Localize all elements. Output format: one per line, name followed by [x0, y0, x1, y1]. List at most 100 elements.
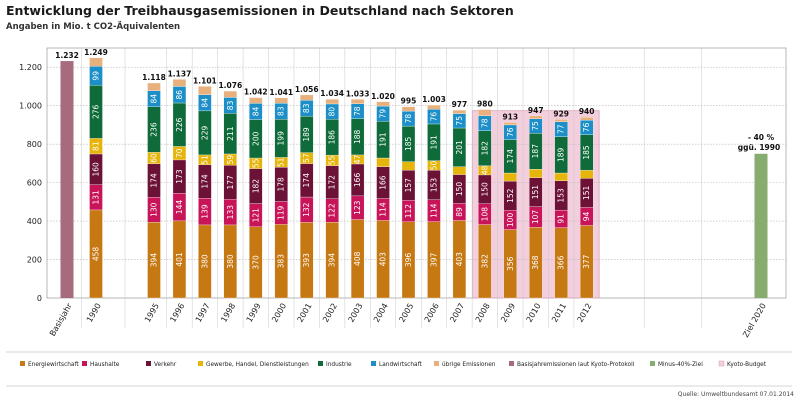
legend-swatch: [650, 361, 655, 366]
segment-value-label: 393: [302, 253, 311, 268]
x-tick-label-basisjahr: Basisjahr: [48, 301, 74, 338]
segment-value-label: 100: [506, 213, 515, 228]
bar-segment--brige-emissionen-2004: [376, 101, 390, 107]
segment-value-label: 186: [328, 130, 337, 145]
ziel-annotation: ggü. 1990: [738, 143, 780, 152]
bar-segment--brige-emissionen-2012: [580, 117, 594, 121]
y-tick-label: 0: [37, 294, 42, 303]
total-label-2010: 947: [528, 106, 544, 115]
x-tick-label-2009: 2009: [499, 302, 517, 324]
segment-value-label: 47: [353, 154, 362, 164]
segment-value-label: 151: [582, 186, 591, 201]
total-label-2009: 913: [502, 112, 518, 121]
segment-value-label: 144: [175, 200, 184, 215]
segment-value-label: 48: [480, 165, 489, 175]
segment-value-label: 174: [200, 174, 209, 189]
x-tick-label-2008: 2008: [474, 302, 492, 324]
segment-value-label: 185: [582, 145, 591, 160]
legend-swatch: [434, 361, 439, 366]
segment-value-label: 112: [404, 204, 413, 219]
segment-value-label: 182: [251, 179, 260, 194]
ziel-annotation: - 40 %: [748, 133, 775, 142]
legend-swatch: [718, 360, 725, 367]
total-label-1996: 1.137: [168, 69, 192, 78]
x-tick-label-1999: 1999: [245, 302, 263, 324]
segment-value-label: 152: [506, 188, 515, 203]
segment-value-label: 78: [480, 118, 489, 128]
segment-value-label: 172: [328, 175, 337, 190]
source-note: Quelle: Umweltbundesamt 07.01.2014: [677, 391, 794, 398]
segment-value-label: 370: [251, 255, 260, 270]
segment-value-label: 51: [200, 155, 209, 165]
bar-segment-gewerbe-handel-dienstleistungen-2004: [376, 157, 390, 167]
segment-value-label: 107: [531, 210, 540, 225]
segment-value-label: 157: [404, 178, 413, 193]
segment-value-label: 114: [429, 203, 438, 218]
segment-value-label: 377: [582, 254, 591, 269]
x-tick-label-2006: 2006: [423, 302, 441, 324]
legend-swatch: [318, 361, 323, 366]
segment-value-label: 185: [404, 136, 413, 151]
legend-swatch: [509, 361, 514, 366]
segment-value-label: 201: [455, 140, 464, 155]
x-tick-label-1990: 1990: [85, 302, 103, 324]
x-tick-label-1997: 1997: [194, 302, 212, 324]
segment-value-label: 153: [557, 188, 566, 203]
segment-value-label: 276: [92, 104, 101, 119]
bar-segment--brige-emissionen-2002: [325, 99, 339, 105]
total-label-2008: 980: [477, 100, 493, 109]
legend-swatch: [82, 361, 87, 366]
segment-value-label: 160: [92, 162, 101, 177]
segment-value-label: 139: [200, 204, 209, 219]
legend-swatch: [20, 361, 25, 366]
total-label-2002: 1.034: [320, 89, 344, 98]
x-tick-label-2001: 2001: [296, 302, 314, 324]
legend-label: Haushalte: [90, 362, 120, 368]
total-label-1998: 1.076: [218, 81, 242, 90]
segment-value-label: 114: [379, 202, 388, 217]
segment-value-label: 132: [302, 202, 311, 217]
legend-label: Minus-40%-Ziel: [658, 362, 703, 368]
segment-value-label: 174: [302, 173, 311, 188]
bar-segment--brige-emissionen-2007: [452, 109, 467, 114]
segment-value-label: 178: [277, 177, 286, 192]
total-label-2011: 929: [553, 109, 569, 118]
bar-segment-gewerbe-handel-dienstleistungen-2007: [452, 166, 467, 175]
segment-value-label: 83: [277, 106, 286, 116]
total-label-2001: 1.056: [295, 85, 319, 94]
segment-value-label: 403: [455, 252, 464, 267]
total-label-2005: 995: [401, 97, 417, 106]
segment-value-label: 89: [455, 207, 464, 217]
segment-value-label: 166: [379, 175, 388, 190]
legend-label: Kyoto-Budget: [727, 362, 767, 368]
segment-value-label: 119: [277, 206, 286, 221]
segment-value-label: 226: [175, 117, 184, 132]
bar-segment-gewerbe-handel-dienstleistungen-2005: [401, 161, 416, 171]
segment-value-label: 394: [328, 253, 337, 268]
segment-value-label: 80: [328, 107, 337, 117]
segment-value-label: 236: [150, 122, 159, 137]
bar-segment-gewerbe-handel-dienstleistungen-2009: [503, 172, 517, 182]
x-tick-label-2010: 2010: [525, 302, 543, 324]
legend-swatch: [146, 361, 151, 366]
chart-title: Entwicklung der Treibhausgasemissionen i…: [6, 3, 514, 18]
y-tick-label: 800: [27, 140, 42, 149]
bar-segment--brige-emissionen-1998: [223, 90, 238, 98]
legend-label: Energiewirtschaft: [28, 362, 79, 368]
segment-value-label: 131: [92, 190, 101, 205]
bar-segment--brige-emissionen-1999: [249, 97, 263, 104]
segment-value-label: 200: [251, 131, 260, 146]
segment-value-label: 55: [251, 158, 260, 168]
segment-value-label: 76: [506, 127, 515, 137]
segment-value-label: 174: [150, 173, 159, 188]
bar-segment--brige-emissionen-2011: [554, 119, 568, 122]
segment-value-label: 401: [175, 252, 184, 267]
legend-swatch: [198, 361, 203, 366]
total-label-1990: 1.249: [84, 48, 108, 57]
segment-value-label: 458: [92, 247, 101, 262]
segment-value-label: 77: [557, 124, 566, 134]
segment-value-label: 122: [328, 203, 337, 218]
legend-label: Basisjahremissionen laut Kyoto-Protokoll: [517, 362, 635, 368]
segment-value-label: 91: [557, 214, 566, 224]
bar-segment--brige-emissionen-2006: [427, 104, 441, 110]
